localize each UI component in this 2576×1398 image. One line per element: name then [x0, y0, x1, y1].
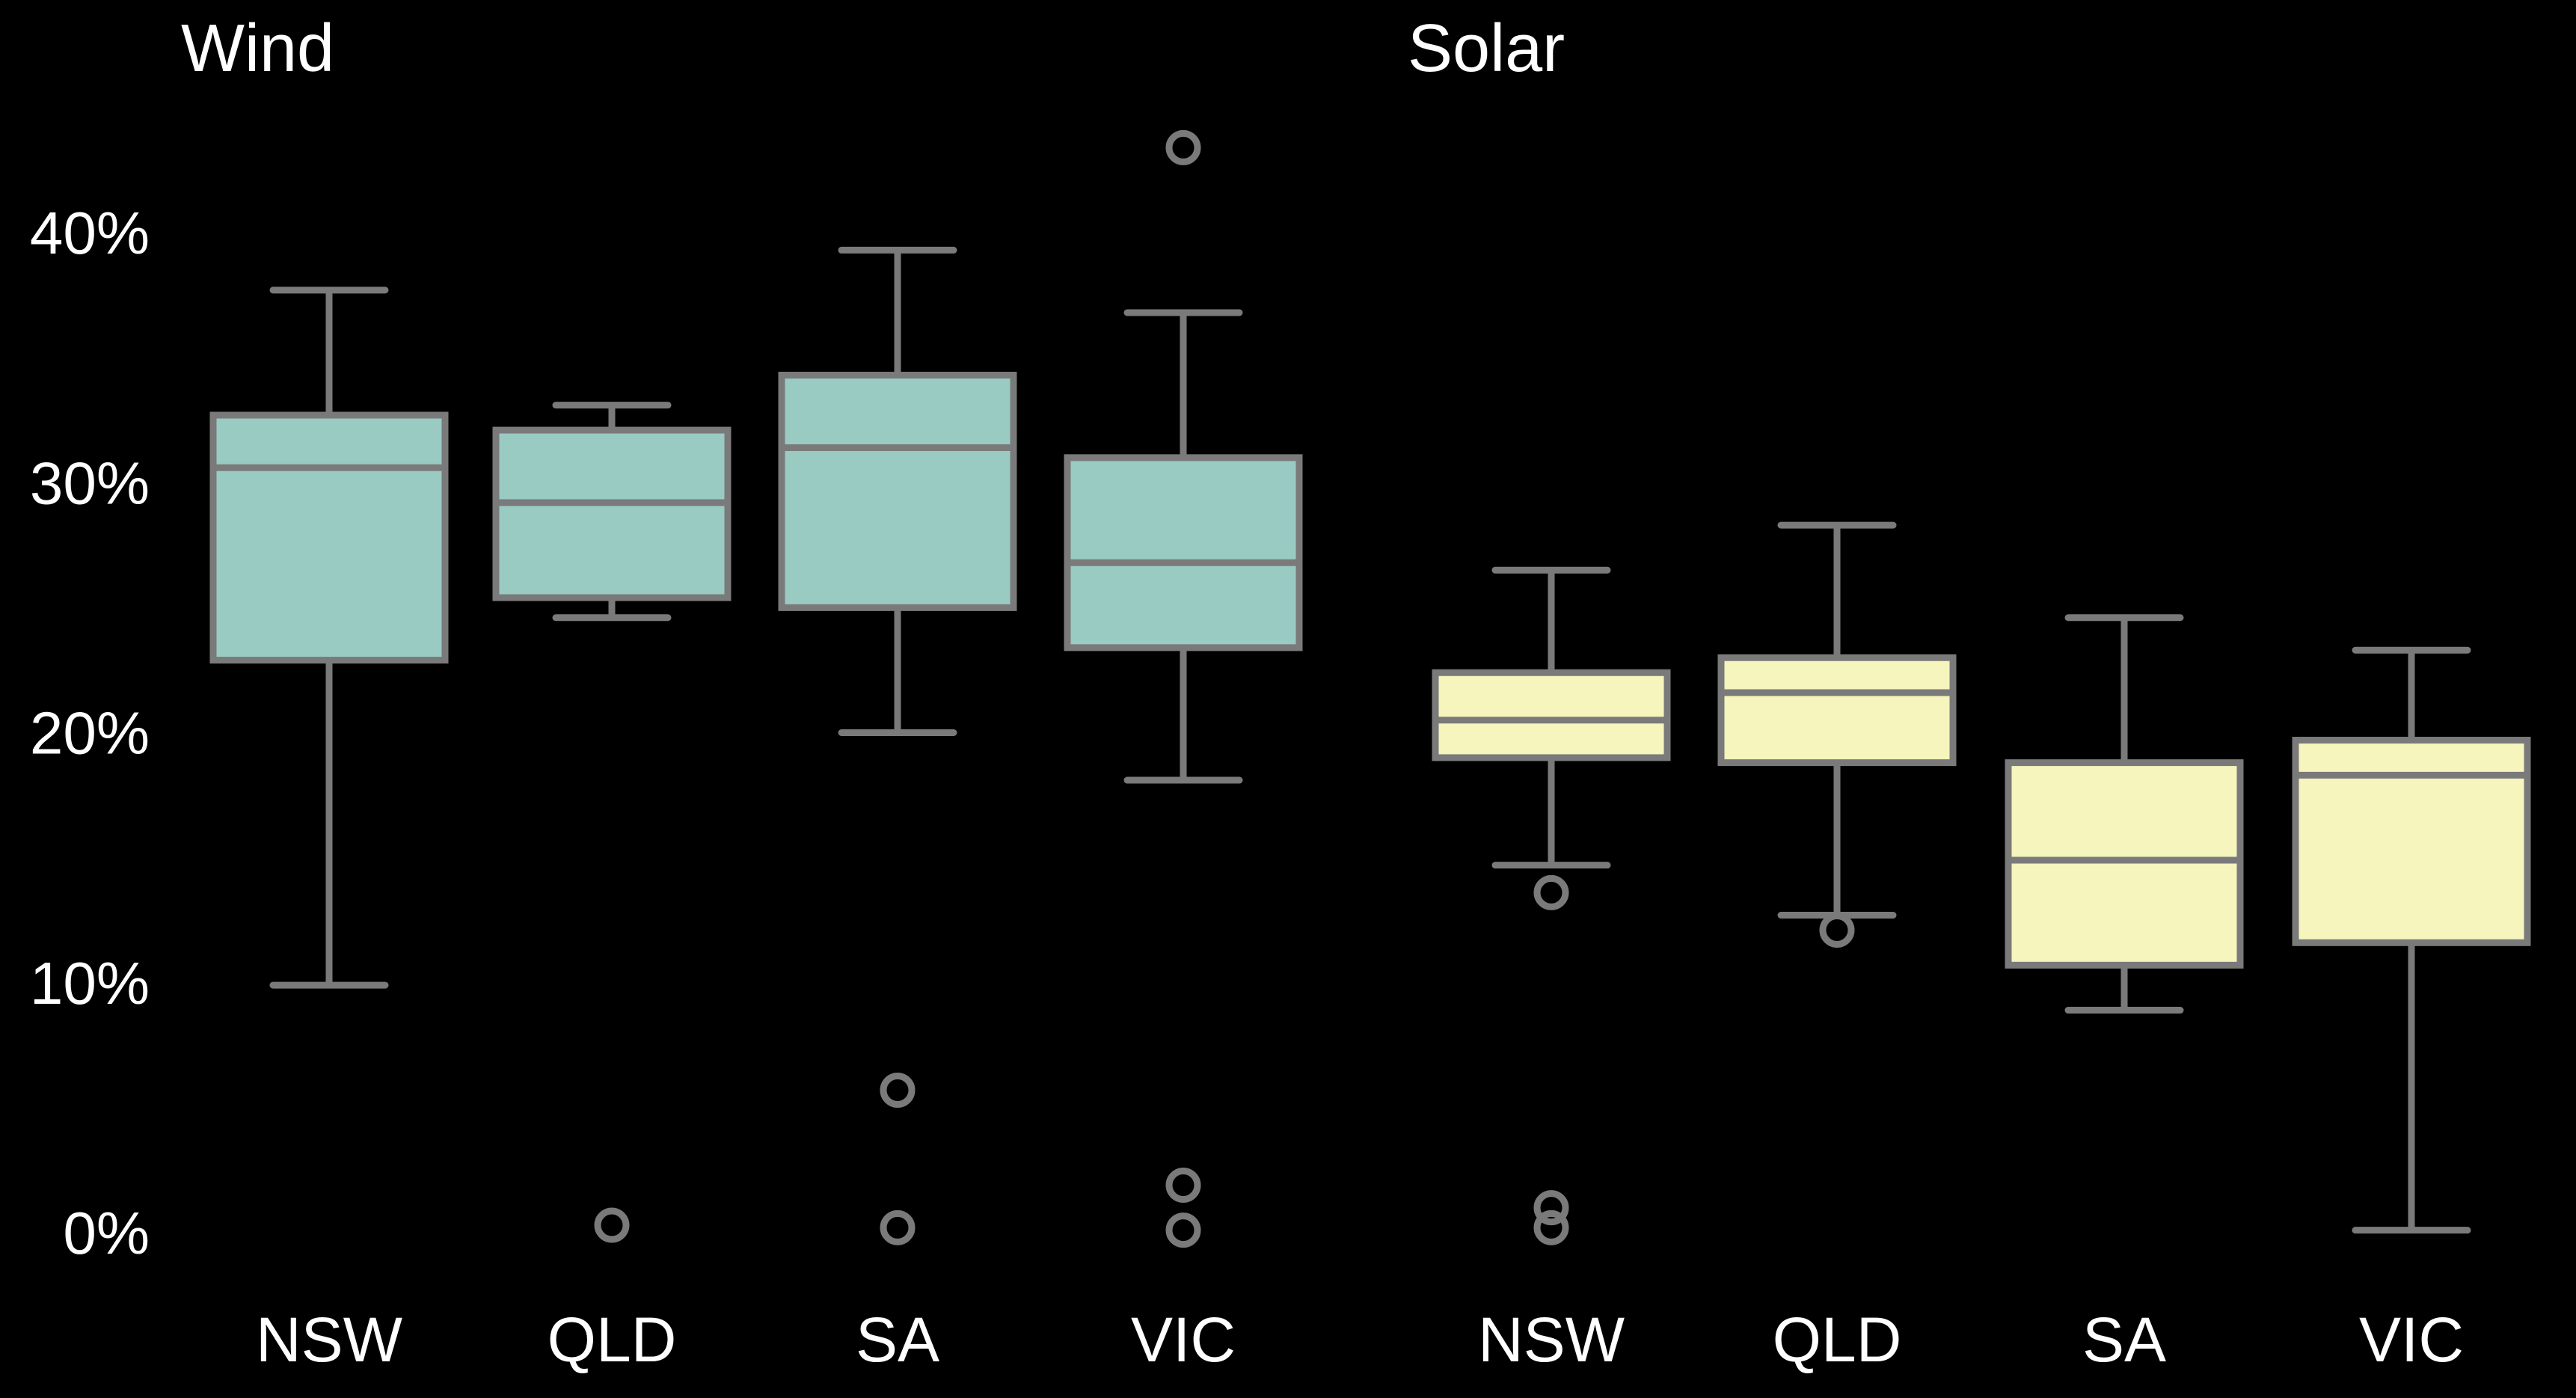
- solar-nsw-outlier: [1533, 874, 1569, 910]
- solar-nsw-box: [1432, 669, 1671, 761]
- solar-sa-box: [2005, 759, 2244, 969]
- wind-vic-box: [1064, 454, 1303, 652]
- y-tick-label: 10%: [30, 950, 150, 1017]
- wind-qld-category-label: QLD: [548, 1305, 677, 1375]
- y-tick-label: 0%: [63, 1200, 150, 1266]
- wind-panel: NSW QLD SA VIC: [209, 129, 1303, 1375]
- wind-sa-outlier: [880, 1072, 916, 1108]
- solar-qld-category-label: QLD: [1773, 1305, 1902, 1375]
- wind-sa-category-label: SA: [856, 1305, 939, 1375]
- y-tick-label: 30%: [30, 450, 150, 516]
- wind-qld-box: [492, 426, 732, 601]
- wind-nsw-box: [209, 411, 449, 664]
- solar-panel: NSW QLD SA VIC: [1432, 521, 2531, 1375]
- wind-sa-box: [778, 372, 1017, 611]
- solar-qld-box: [1717, 654, 1957, 767]
- solar-qld-outlier: [1819, 913, 1855, 948]
- y-axis: 0% 10% 20% 30% 40%: [30, 200, 150, 1266]
- wind-vic-outlier: [1165, 129, 1201, 165]
- solar-panel-title: Solar: [1408, 11, 1565, 86]
- wind-vic-outlier: [1165, 1212, 1201, 1248]
- solar-nsw-outlier: [1533, 1190, 1569, 1226]
- solar-nsw-category-label: NSW: [1478, 1305, 1625, 1375]
- y-tick-label: 20%: [30, 700, 150, 767]
- wind-vic-outlier: [1165, 1167, 1201, 1203]
- solar-nsw-outlier: [1533, 1210, 1569, 1245]
- wind-panel-title: Wind: [181, 11, 334, 86]
- wind-qld-outlier: [594, 1207, 630, 1243]
- y-tick-label: 40%: [30, 200, 150, 266]
- solar-sa-category-label: SA: [2082, 1305, 2166, 1375]
- solar-vic-category-label: VIC: [2359, 1305, 2464, 1375]
- wind-vic-category-label: VIC: [1131, 1305, 1236, 1375]
- solar-vic-box: [2292, 737, 2531, 946]
- wind-nsw-category-label: NSW: [256, 1305, 402, 1375]
- wind-sa-outlier: [880, 1210, 916, 1245]
